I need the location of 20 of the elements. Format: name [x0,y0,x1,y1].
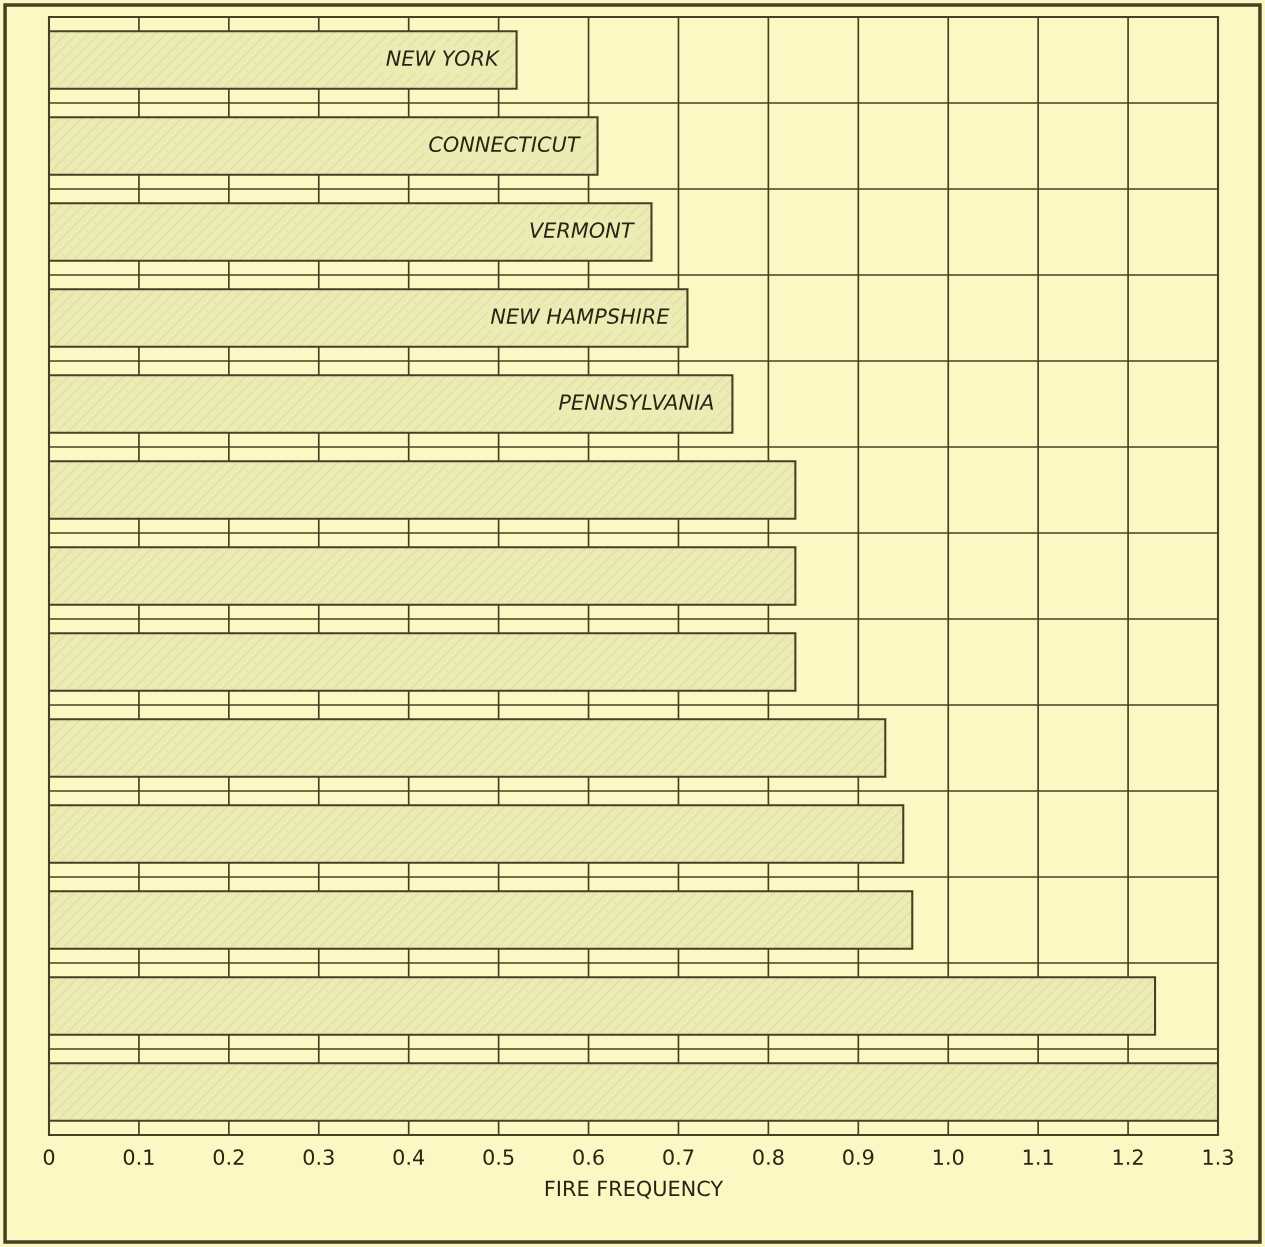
x-tick-label: 1.0 [933,1149,964,1166]
x-tick-label: 0.5 [483,1149,514,1166]
x-tick-label: 1.1 [1023,1149,1053,1165]
x-tick-label: 0.1 [123,1149,154,1166]
y-tick-label: CONNECTICUT [429,136,581,153]
x-tick-label: 0.2 [213,1149,244,1166]
x-tick-label: 0.7 [663,1149,694,1166]
x-tick-label: 0.9 [843,1149,874,1166]
y-tick-label: VERMONT [530,222,635,239]
y-tick-label: NEW HAMPSHIRE [490,308,670,325]
y-tick-label: NEW YORK [386,50,500,67]
x-tick-label: 1.3 [1203,1149,1233,1166]
x-tick-label: 0 [43,1149,55,1166]
x-tick-label: 1.2 [1113,1149,1143,1165]
x-tick-label: 0.4 [393,1149,425,1166]
x-tick-label: 0.6 [573,1149,604,1166]
x-tick-label: 0.3 [303,1149,334,1166]
x-axis-title: FIRE FREQUENCY [545,1180,724,1199]
x-tick-label: 0.8 [753,1149,784,1166]
y-tick-label: PENNSYLVANIA [558,394,713,411]
